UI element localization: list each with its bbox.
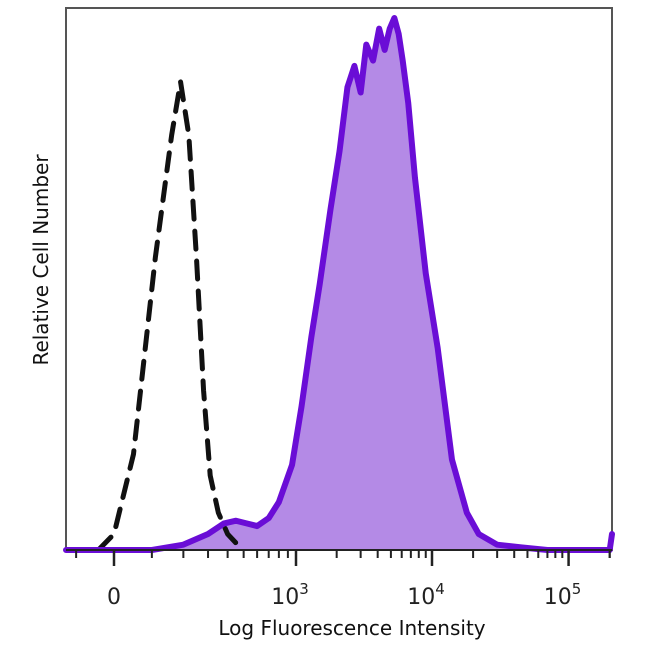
y-axis-label: Relative Cell Number <box>29 154 53 366</box>
x-tick-label: 105 <box>544 580 582 610</box>
series-line-1 <box>63 15 615 553</box>
x-tick-label: 104 <box>407 580 445 610</box>
series-layer <box>63 15 615 553</box>
x-tick-label: 103 <box>271 580 309 610</box>
x-tick-label: 0 <box>107 585 121 610</box>
series-area-1 <box>66 18 612 550</box>
series-line-0 <box>95 79 241 553</box>
x-axis-ticks: 0 103 104 105 <box>66 549 612 610</box>
x-axis-label: Log Fluorescence Intensity <box>218 616 485 640</box>
